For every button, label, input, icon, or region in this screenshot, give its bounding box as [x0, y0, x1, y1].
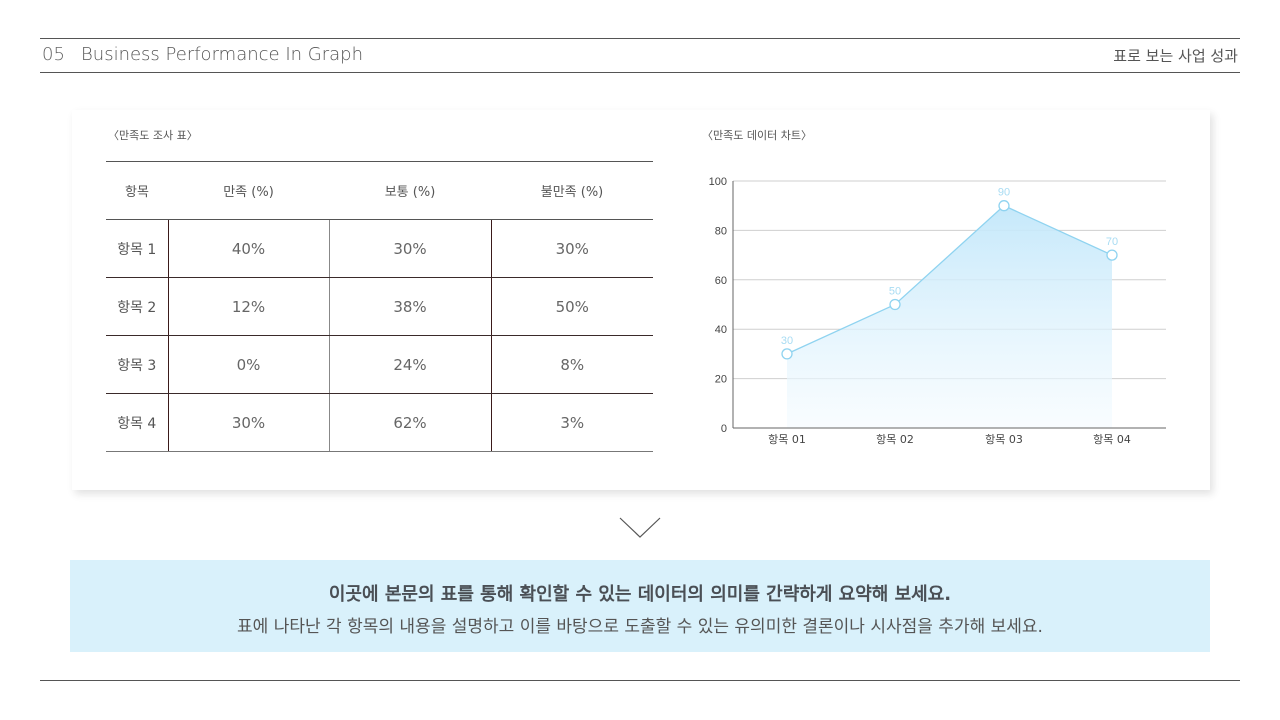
header-top-rule: [40, 38, 1240, 39]
satisfaction-table: 항목 만족 (%) 보통 (%) 불만족 (%) 항목 1 40% 30% 30…: [106, 161, 653, 452]
data-label: 70: [1106, 236, 1118, 248]
x-tick: 항목 04: [1093, 433, 1131, 446]
data-point-marker: [781, 348, 793, 360]
data-label: 90: [998, 187, 1010, 199]
table-header-row: 항목 만족 (%) 보통 (%) 불만족 (%): [106, 161, 653, 220]
data-label: 50: [889, 286, 901, 298]
page-subtitle-kr: 표로 보는 사업 성과: [1113, 47, 1238, 65]
x-tick: 항목 01: [768, 433, 806, 446]
column-header-neutral: 보통 (%): [329, 161, 491, 220]
table-row: 항목 3 0% 24% 8%: [106, 335, 653, 394]
data-labels: 30 50 90 70: [781, 187, 1118, 348]
cell-neutral: 30%: [328, 219, 491, 278]
table-caption: 〈만족도 조사 표〉: [108, 129, 198, 142]
y-axis-ticks: 100 80 60 40 20 0: [709, 176, 727, 435]
y-tick: 80: [715, 225, 727, 237]
cell-dissatisfied: 3%: [490, 393, 653, 452]
row-label: 항목 1: [106, 219, 168, 278]
cell-neutral: 62%: [328, 393, 491, 452]
row-label: 항목 3: [106, 335, 168, 394]
area-fill: [787, 205, 1112, 428]
chart-caption: 〈만족도 데이터 차트〉: [702, 129, 812, 142]
data-point-marker: [1106, 249, 1118, 261]
header-bottom-rule: [40, 72, 1240, 73]
cell-satisfied: 0%: [167, 335, 329, 394]
cell-satisfied: 40%: [167, 219, 329, 278]
y-tick: 0: [721, 423, 727, 435]
column-header-satisfied: 만족 (%): [168, 161, 329, 220]
x-axis-labels: 항목 01 항목 02 항목 03 항목 04: [768, 433, 1131, 446]
row-label: 항목 2: [106, 277, 168, 336]
footer-rule: [40, 680, 1240, 681]
cell-dissatisfied: 8%: [490, 335, 653, 394]
data-point-marker: [889, 298, 901, 311]
cell-satisfied: 30%: [167, 393, 329, 452]
summary-box: 이곳에 본문의 표를 통해 확인할 수 있는 데이터의 의미를 간략하게 요약해…: [70, 560, 1210, 652]
x-tick: 항목 02: [876, 433, 914, 446]
data-points: [781, 200, 1118, 360]
table-row: 항목 1 40% 30% 30%: [106, 219, 653, 278]
data-line: [786, 204, 1113, 355]
cell-satisfied: 12%: [167, 277, 329, 336]
satisfaction-area-chart: 100 80 60 40 20 0 30 50 90 70 항목 01 항목 0…: [709, 176, 1166, 446]
page-title: Business Performance In Graph: [81, 44, 363, 65]
x-tick: 항목 03: [985, 433, 1023, 446]
y-tick: 100: [709, 176, 727, 188]
row-label: 항목 4: [106, 393, 168, 452]
summary-headline: 이곳에 본문의 표를 통해 확인할 수 있는 데이터의 의미를 간략하게 요약해…: [328, 584, 952, 605]
summary-body: 표에 나타난 각 항목의 내용을 설명하고 이를 바탕으로 도출할 수 있는 유…: [237, 617, 1043, 637]
cell-neutral: 38%: [328, 277, 491, 336]
data-label: 30: [781, 335, 793, 347]
cell-dissatisfied: 50%: [490, 277, 653, 336]
table-row: 항목 4 30% 62% 3%: [106, 393, 653, 452]
chevron-down-icon: [619, 517, 661, 538]
column-header-dissatisfied: 불만족 (%): [491, 161, 653, 220]
table-row: 항목 2 12% 38% 50%: [106, 277, 653, 336]
section-number: 05: [42, 44, 65, 65]
column-header-item: 항목: [106, 161, 168, 220]
data-point-marker: [998, 200, 1010, 212]
y-tick: 40: [715, 324, 727, 336]
cell-neutral: 24%: [328, 335, 491, 394]
y-tick: 20: [715, 374, 727, 386]
cell-dissatisfied: 30%: [490, 219, 653, 278]
y-tick: 60: [715, 275, 727, 287]
